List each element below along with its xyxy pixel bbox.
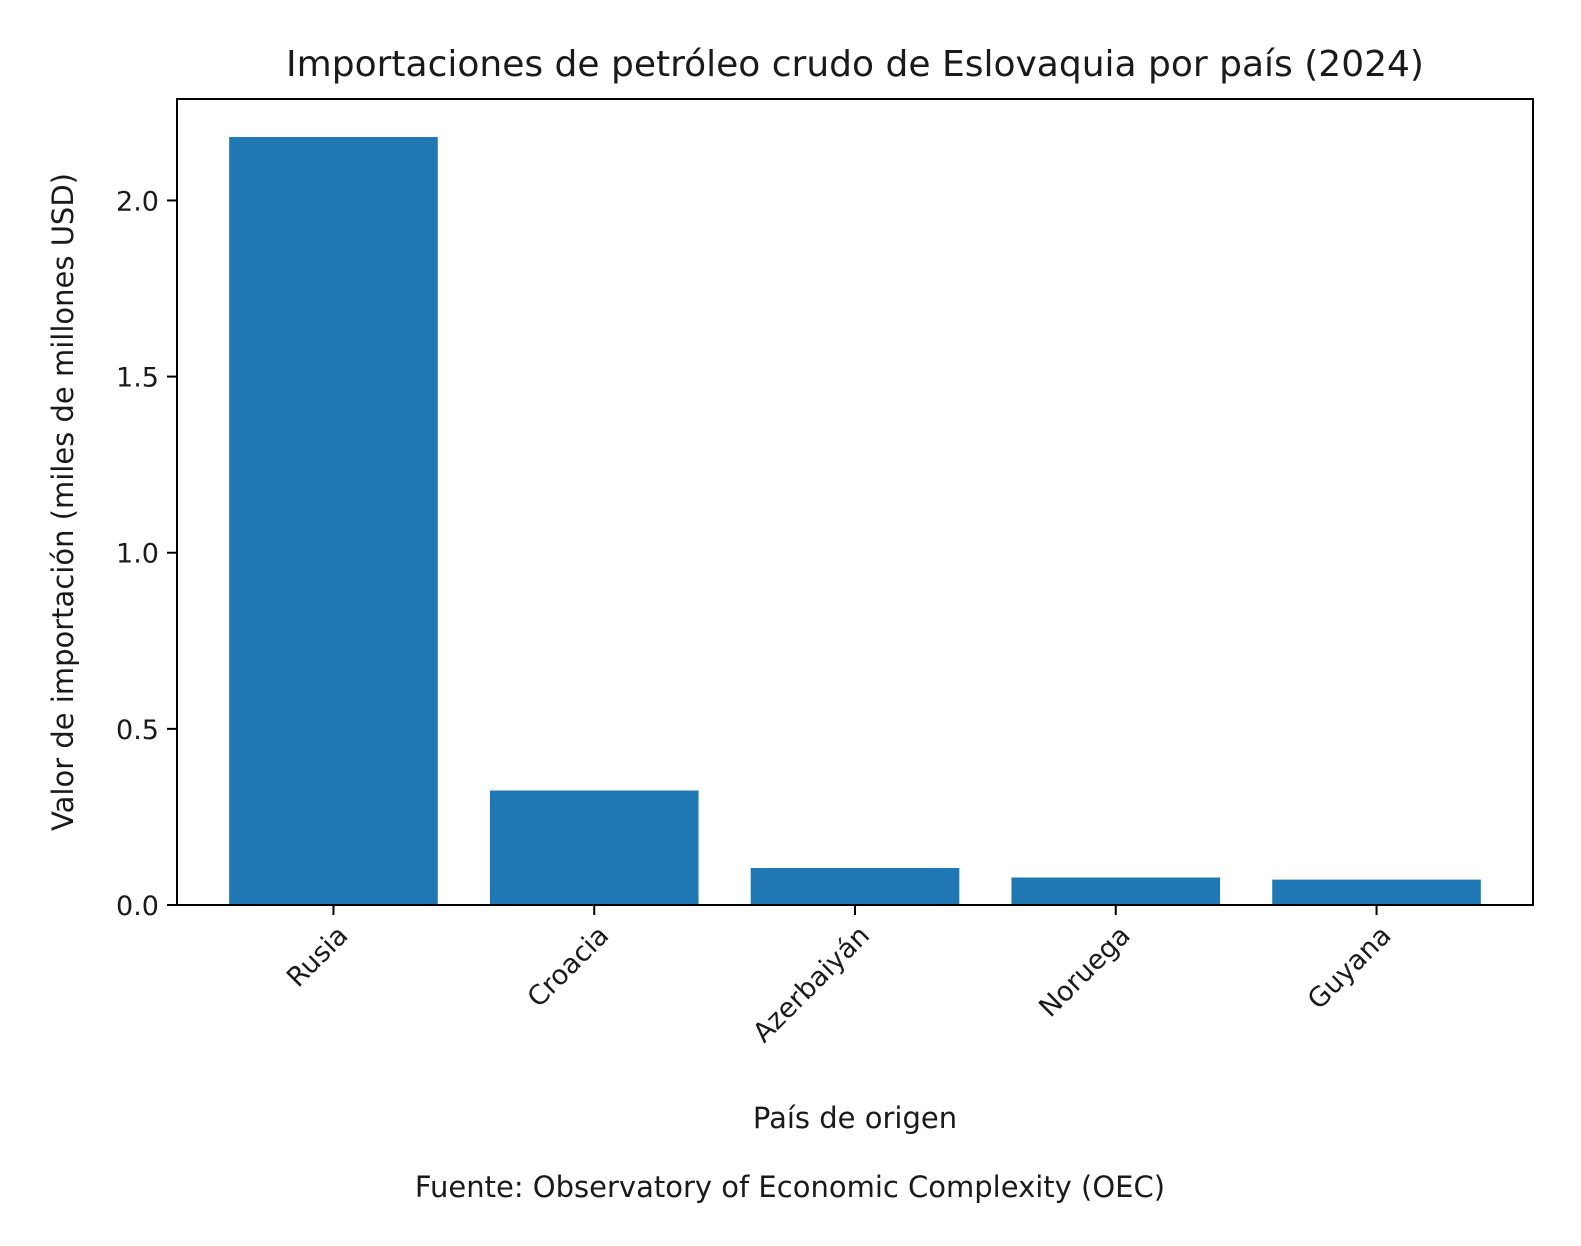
y-tick-label: 1.5 (116, 363, 159, 394)
y-tick-label: 2.0 (116, 186, 159, 217)
y-tick-label: 0.5 (116, 715, 159, 746)
y-axis-label: Valor de importación (miles de millones … (46, 173, 80, 831)
y-tick-label: 0.0 (116, 891, 159, 922)
y-tick-label: 1.0 (116, 539, 159, 570)
bar-noruega (1011, 877, 1221, 905)
plot-frame (176, 98, 1534, 906)
y-axis-ticks: 0.0 0.5 1.0 1.5 2.0 (116, 186, 177, 922)
bar-rusia (229, 137, 438, 905)
source-note: Fuente: Observatory of Economic Complexi… (415, 1170, 1165, 1204)
bars-group (229, 137, 1481, 905)
bar-guyana (1272, 879, 1481, 905)
x-axis-label: País de origen (753, 1101, 957, 1135)
bar-azerbaiy-n (750, 868, 960, 905)
bar-croacia (489, 790, 699, 905)
chart-title: Importaciones de petróleo crudo de Eslov… (286, 44, 1424, 85)
